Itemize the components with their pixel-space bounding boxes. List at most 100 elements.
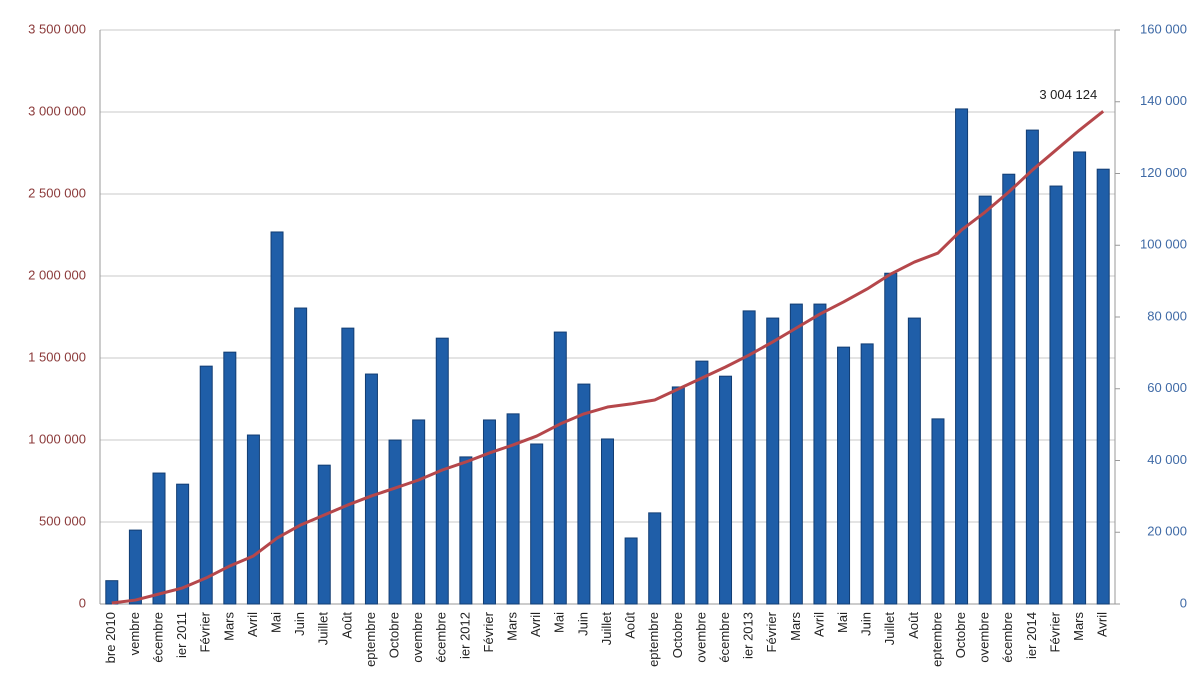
y-tick-label: 500 000 [39, 513, 86, 528]
x-tick-label: Février [481, 611, 496, 652]
x-tick-label: Février [198, 611, 213, 652]
bar [1049, 185, 1063, 605]
x-tick-label: Mars [788, 612, 803, 641]
x-tick-label: Avril [245, 612, 260, 637]
y-tick-label: 1 000 000 [28, 431, 86, 446]
y-tick-label: 1 500 000 [28, 349, 86, 364]
x-tick-label: Juillet [316, 612, 331, 646]
x-tick-label: Février [764, 611, 779, 652]
x-tick-label: ier 2012 [457, 612, 472, 659]
x-tick-label: vembre [127, 612, 142, 655]
x-tick-label: eptembre [646, 612, 661, 667]
y-tick-label: 2 000 000 [28, 267, 86, 282]
bar [955, 108, 969, 605]
x-tick-label: ovembre [410, 612, 425, 663]
bar [506, 413, 520, 605]
bar [223, 351, 237, 605]
bar [459, 456, 473, 605]
bar [931, 418, 945, 605]
x-tick-label: Août [623, 612, 638, 639]
y2-tick-label: 80 000 [1147, 308, 1187, 323]
bar [388, 439, 402, 605]
y2-tick-label: 100 000 [1140, 237, 1187, 252]
bar [1073, 151, 1087, 605]
bar [789, 303, 803, 605]
bar [766, 317, 780, 605]
x-tick-label: Mai [835, 612, 850, 633]
x-tick-label: eptembre [363, 612, 378, 667]
x-tick-label: Mai [268, 612, 283, 633]
x-tick-label: Juin [859, 612, 874, 636]
x-tick-label: eptembre [929, 612, 944, 667]
y2-tick-label: 20 000 [1147, 524, 1187, 539]
bar [695, 360, 709, 605]
bar [482, 419, 496, 605]
x-tick-label: ovembre [977, 612, 992, 663]
bar [317, 464, 331, 605]
x-tick-label: Juillet [882, 612, 897, 646]
bar [105, 580, 119, 605]
bar [246, 434, 260, 605]
bar [860, 343, 874, 605]
x-tick-label: Mars [221, 612, 236, 641]
bar [364, 373, 378, 605]
x-tick-label: ier 2011 [174, 612, 189, 658]
x-tick-label: Mars [1071, 612, 1086, 641]
bar [648, 512, 662, 605]
y-tick-label: 0 [79, 595, 86, 610]
bar [577, 383, 591, 605]
bar [341, 327, 355, 605]
x-tick-label: écembre [150, 612, 165, 663]
bar [671, 386, 685, 605]
x-tick-label: Octobre [670, 612, 685, 658]
y2-tick-label: 120 000 [1140, 165, 1187, 180]
bar [624, 537, 638, 605]
y2-tick-label: 60 000 [1147, 380, 1187, 395]
x-tick-label: Avril [811, 612, 826, 637]
x-tick-label: Avril [528, 612, 543, 637]
bar [742, 310, 756, 605]
bar [553, 331, 567, 605]
bar [1002, 173, 1016, 605]
x-tick-label: ier 2013 [741, 612, 756, 659]
bar [813, 303, 827, 605]
x-tick-label: Juin [575, 612, 590, 636]
y-tick-label: 2 500 000 [28, 185, 86, 200]
y2-tick-label: 140 000 [1140, 93, 1187, 108]
bar [907, 317, 921, 605]
x-tick-label: Mai [552, 612, 567, 633]
bar [199, 365, 213, 605]
data-label: 3 004 124 [1039, 87, 1097, 102]
x-tick-label: écembre [717, 612, 732, 663]
bar [1096, 168, 1110, 605]
x-tick-label: écembre [1000, 612, 1015, 663]
x-tick-label: Mars [505, 612, 520, 641]
bar [601, 438, 614, 605]
x-tick-label: ier 2014 [1024, 612, 1039, 659]
x-tick-label: Février [1047, 611, 1062, 652]
bar [1025, 129, 1039, 605]
bar [176, 483, 190, 605]
bar [152, 472, 166, 605]
x-tick-label: Juillet [599, 612, 614, 646]
bar [884, 272, 898, 605]
y-tick-label: 3 500 000 [28, 21, 86, 36]
x-tick-label: écembre [434, 612, 449, 663]
x-tick-label: bre 2010 [103, 612, 118, 663]
y2-tick-label: 40 000 [1147, 452, 1187, 467]
x-tick-label: Août [339, 612, 354, 639]
y-tick-label: 3 000 000 [28, 103, 86, 118]
bar [294, 307, 308, 605]
bar [270, 231, 284, 605]
bar [128, 529, 142, 605]
x-tick-label: ovembre [693, 612, 708, 663]
bar [719, 375, 733, 605]
y2-tick-label: 0 [1180, 595, 1187, 610]
line [111, 110, 1105, 605]
bar [837, 346, 851, 605]
y2-tick-label: 160 000 [1140, 21, 1187, 36]
bar [978, 195, 992, 605]
x-tick-label: Août [906, 612, 921, 639]
